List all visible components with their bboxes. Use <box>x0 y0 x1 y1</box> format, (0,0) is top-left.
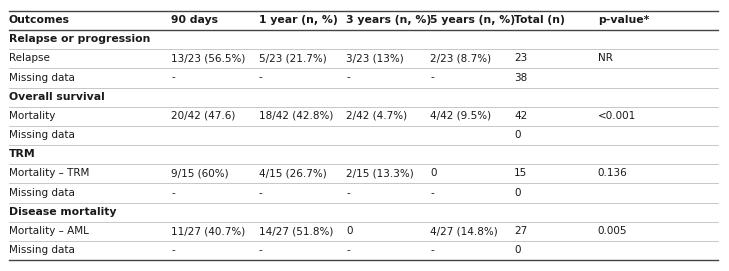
Text: -: - <box>346 73 350 83</box>
Text: <0.001: <0.001 <box>598 111 636 121</box>
Text: -: - <box>346 188 350 198</box>
Text: 11/27 (40.7%): 11/27 (40.7%) <box>171 226 246 236</box>
Text: Missing data: Missing data <box>9 73 74 83</box>
Text: 27: 27 <box>514 226 527 236</box>
Text: 1 year (n, %): 1 year (n, %) <box>259 15 338 25</box>
Text: 0: 0 <box>514 245 521 255</box>
Text: 15: 15 <box>514 169 527 179</box>
Text: Disease mortality: Disease mortality <box>9 207 116 217</box>
Text: 13/23 (56.5%): 13/23 (56.5%) <box>171 53 246 63</box>
Text: 90 days: 90 days <box>171 15 218 25</box>
Text: 0: 0 <box>346 226 353 236</box>
Text: Missing data: Missing data <box>9 245 74 255</box>
Text: -: - <box>430 245 434 255</box>
Text: Relapse or progression: Relapse or progression <box>9 34 150 44</box>
Text: Relapse: Relapse <box>9 53 50 63</box>
Text: 0: 0 <box>514 130 521 140</box>
Text: Mortality: Mortality <box>9 111 55 121</box>
Text: 18/42 (42.8%): 18/42 (42.8%) <box>259 111 333 121</box>
Text: Overall survival: Overall survival <box>9 92 104 102</box>
Text: NR: NR <box>598 53 612 63</box>
Text: 9/15 (60%): 9/15 (60%) <box>171 169 229 179</box>
Text: -: - <box>171 245 175 255</box>
Text: 0.005: 0.005 <box>598 226 627 236</box>
Text: -: - <box>171 73 175 83</box>
Text: 0.136: 0.136 <box>598 169 628 179</box>
Text: Mortality – AML: Mortality – AML <box>9 226 89 236</box>
Text: -: - <box>346 245 350 255</box>
Text: 2/42 (4.7%): 2/42 (4.7%) <box>346 111 408 121</box>
Text: 2/15 (13.3%): 2/15 (13.3%) <box>346 169 414 179</box>
Text: 4/42 (9.5%): 4/42 (9.5%) <box>430 111 491 121</box>
Text: Missing data: Missing data <box>9 130 74 140</box>
Text: 2/23 (8.7%): 2/23 (8.7%) <box>430 53 491 63</box>
Text: -: - <box>171 188 175 198</box>
Text: TRM: TRM <box>9 149 36 159</box>
Text: -: - <box>430 188 434 198</box>
Text: 5/23 (21.7%): 5/23 (21.7%) <box>259 53 327 63</box>
Text: -: - <box>430 73 434 83</box>
Text: 4/27 (14.8%): 4/27 (14.8%) <box>430 226 498 236</box>
Text: 42: 42 <box>514 111 527 121</box>
Text: 20/42 (47.6): 20/42 (47.6) <box>171 111 235 121</box>
Text: 0: 0 <box>514 188 521 198</box>
Text: 3/23 (13%): 3/23 (13%) <box>346 53 404 63</box>
Text: Outcomes: Outcomes <box>9 15 70 25</box>
Text: 38: 38 <box>514 73 527 83</box>
Text: -: - <box>259 245 262 255</box>
Text: Mortality – TRM: Mortality – TRM <box>9 169 89 179</box>
Text: 23: 23 <box>514 53 527 63</box>
Text: p-value*: p-value* <box>598 15 649 25</box>
Text: -: - <box>259 188 262 198</box>
Text: 14/27 (51.8%): 14/27 (51.8%) <box>259 226 333 236</box>
Text: 0: 0 <box>430 169 437 179</box>
Text: -: - <box>259 73 262 83</box>
Text: Missing data: Missing data <box>9 188 74 198</box>
Text: Total (n): Total (n) <box>514 15 565 25</box>
Text: 3 years (n, %): 3 years (n, %) <box>346 15 432 25</box>
Text: 5 years (n, %): 5 years (n, %) <box>430 15 515 25</box>
Text: 4/15 (26.7%): 4/15 (26.7%) <box>259 169 327 179</box>
